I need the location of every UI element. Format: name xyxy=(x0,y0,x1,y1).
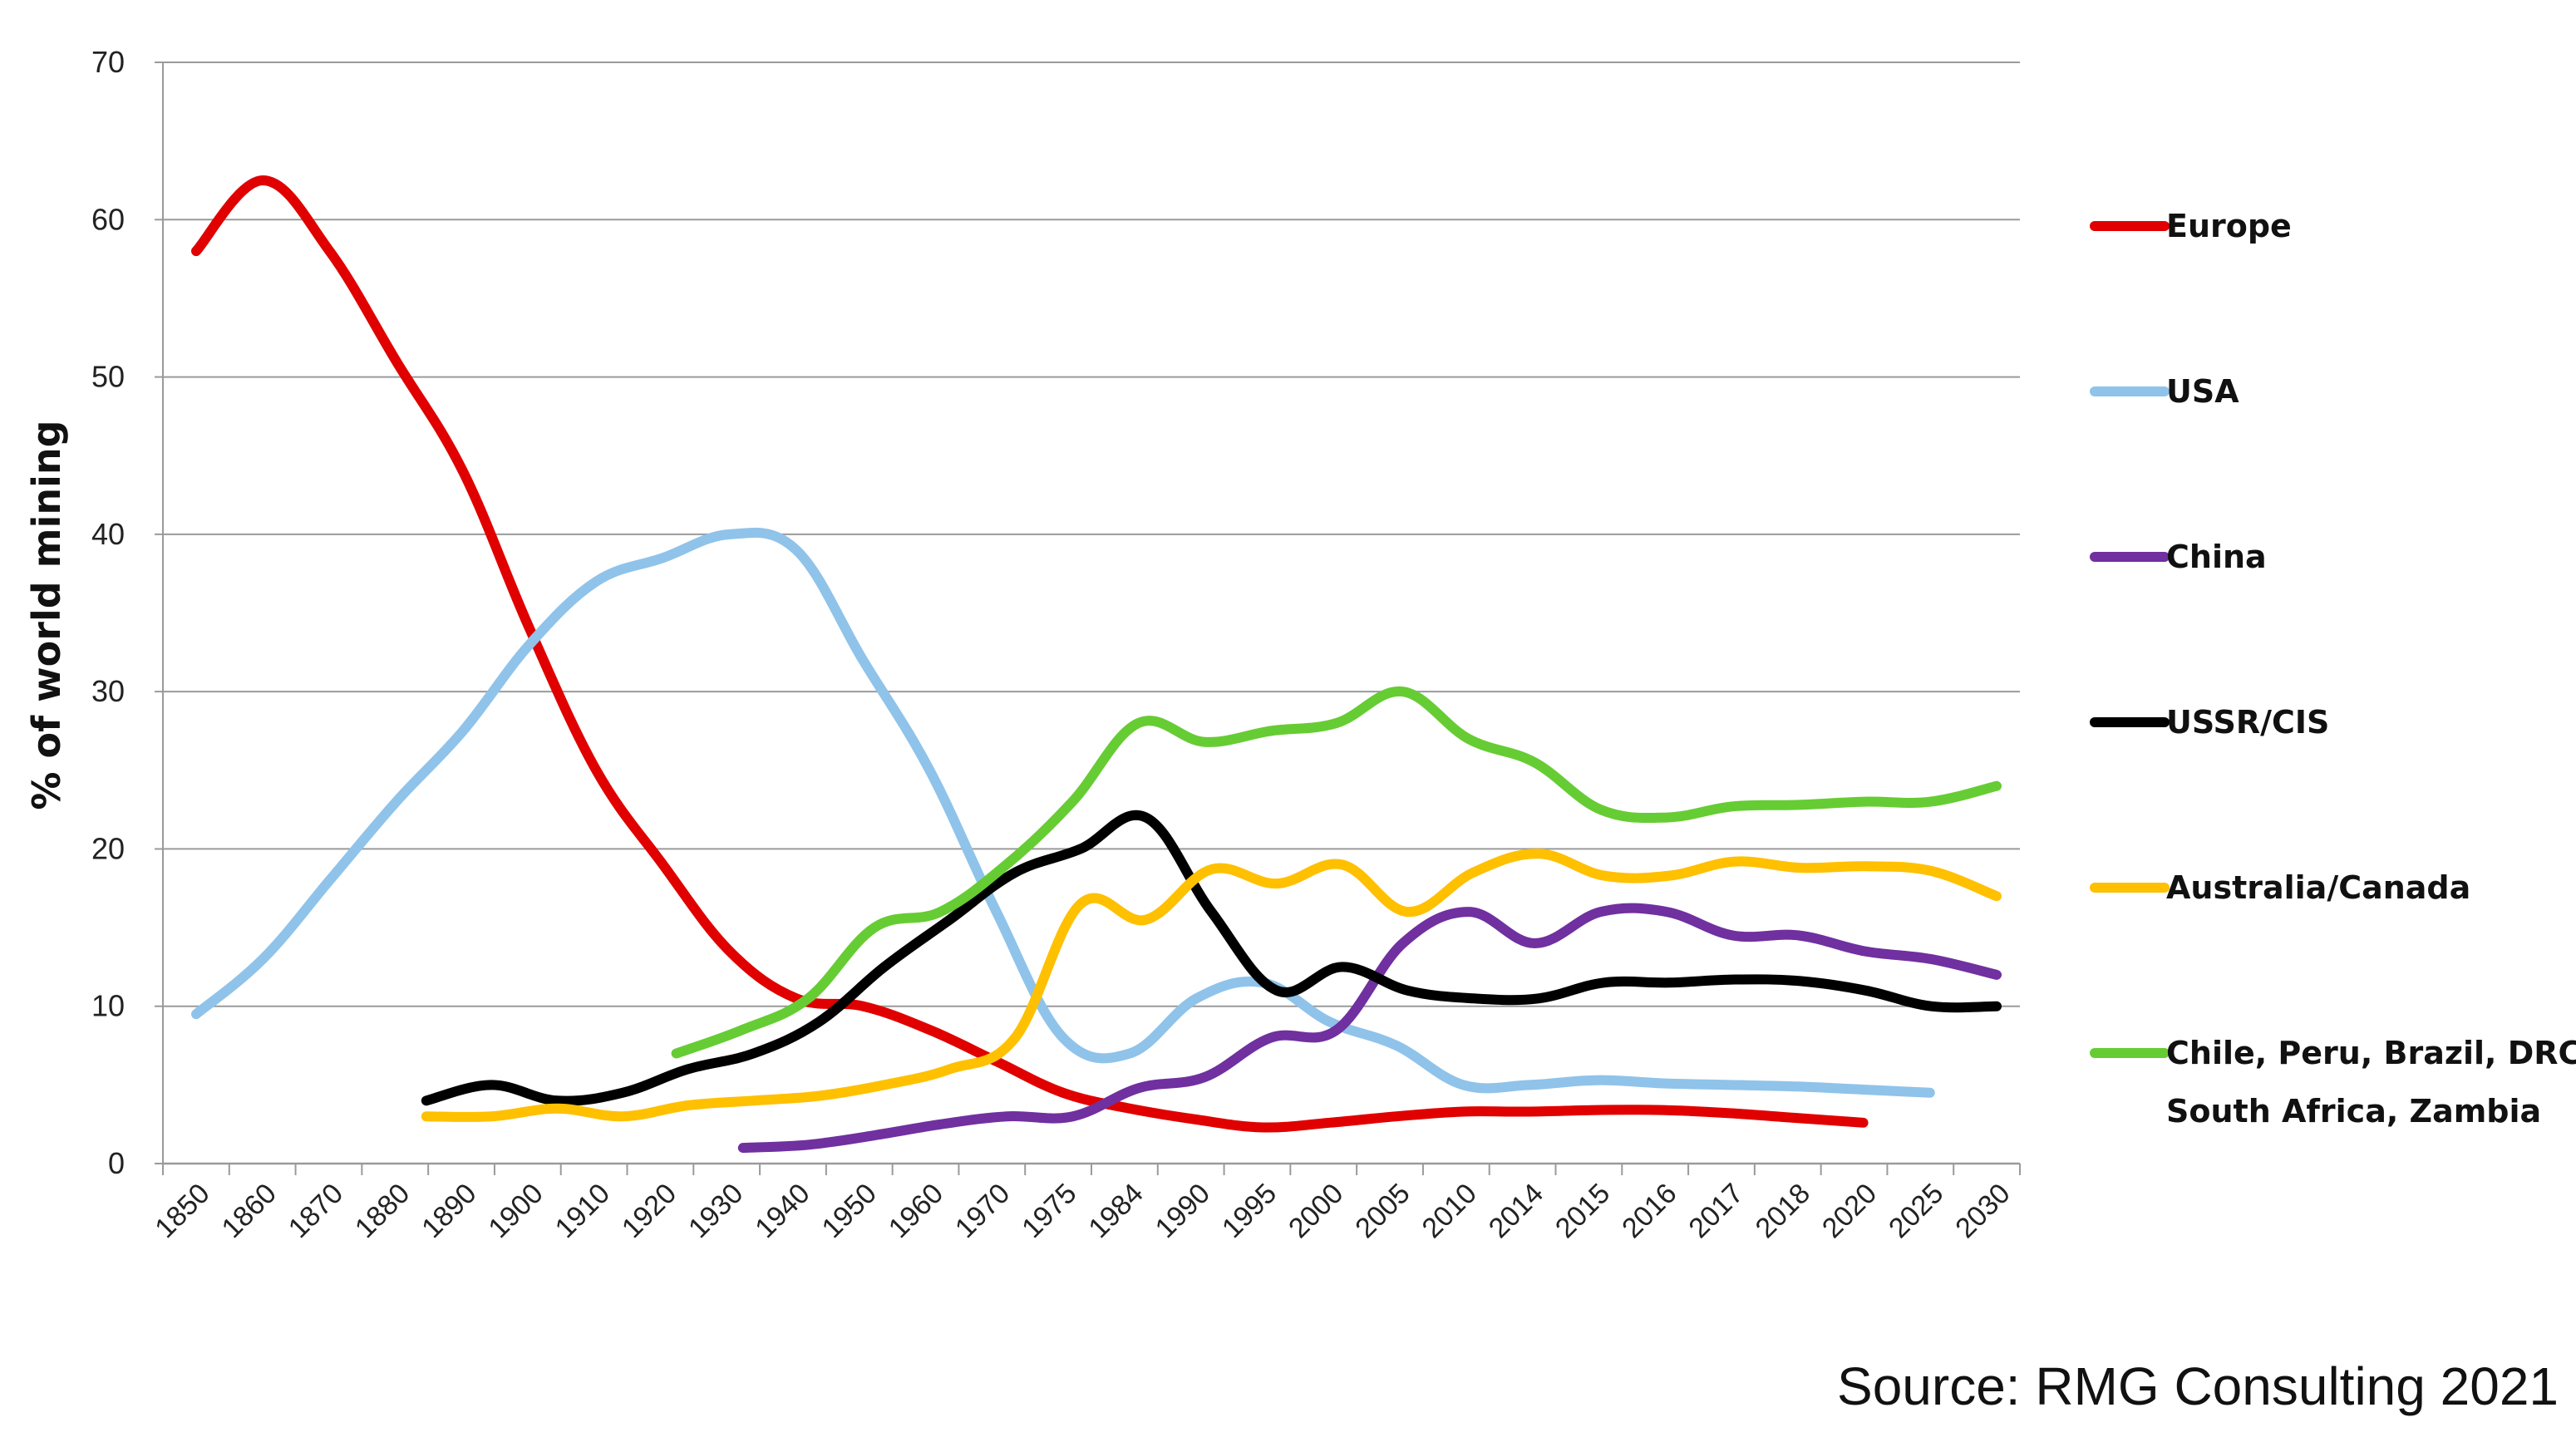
legend-label-ussr-cis: USSR/CIS xyxy=(2166,704,2329,741)
series-line-chile xyxy=(671,687,2002,1059)
x-tick-label: 1870 xyxy=(283,1178,349,1244)
x-tick-label: 2015 xyxy=(1549,1178,1616,1244)
x-tick-label: 2017 xyxy=(1682,1178,1749,1244)
x-tick-label: 1975 xyxy=(1016,1178,1082,1244)
series-line-europe xyxy=(191,175,1869,1133)
legend-label-chile: South Africa, Zambia xyxy=(2166,1093,2541,1129)
y-tick-label: 50 xyxy=(91,360,125,394)
legend-label-usa: USA xyxy=(2166,373,2239,410)
legend-label-china: China xyxy=(2166,539,2267,575)
grid-lines xyxy=(163,62,2020,1007)
legend-label-europe: Europe xyxy=(2166,208,2292,244)
x-tick-label: 1850 xyxy=(149,1178,215,1244)
series-lines xyxy=(191,175,2002,1154)
x-tick-label: 1910 xyxy=(549,1178,616,1244)
y-tick-label: 30 xyxy=(91,674,125,708)
x-tick-label: 1950 xyxy=(816,1178,883,1244)
x-tick-label: 2016 xyxy=(1616,1178,1682,1244)
x-tick-label: 1880 xyxy=(349,1178,416,1244)
x-tick-label: 2030 xyxy=(1949,1178,2016,1244)
source-note: Source: RMG Consulting 2021 xyxy=(1837,1356,2559,1416)
y-tick-label: 0 xyxy=(108,1146,125,1180)
x-tick-label: 2020 xyxy=(1816,1178,1883,1244)
series-line-ussr-cis xyxy=(421,810,2002,1106)
x-tick-label: 1984 xyxy=(1082,1178,1149,1244)
legend: Europe USA China USSR/CIS Australia/Canada Ch… xyxy=(2090,208,2576,1129)
axes xyxy=(155,62,2021,1175)
x-tick-label: 2025 xyxy=(1883,1178,1949,1244)
x-tick-label: 1995 xyxy=(1216,1178,1283,1244)
x-tick-label: 2000 xyxy=(1283,1178,1349,1244)
y-tick-labels: 0 10 20 30 40 50 60 70 xyxy=(91,45,125,1180)
x-tick-label: 1860 xyxy=(216,1178,283,1244)
x-tick-label: 1890 xyxy=(416,1178,482,1244)
legend-label-australia-canada: Australia/Canada xyxy=(2166,869,2470,906)
series-line-usa xyxy=(191,527,1935,1098)
x-tick-label: 1940 xyxy=(749,1178,815,1244)
x-tick-label: 1970 xyxy=(949,1178,1016,1244)
y-tick-label: 70 xyxy=(91,45,125,79)
x-tick-label: 1930 xyxy=(682,1178,749,1244)
x-tick-label: 1920 xyxy=(616,1178,682,1244)
y-tick-label: 60 xyxy=(91,202,125,236)
y-axis-label: % of world mining xyxy=(24,420,69,810)
x-tick-label: 2014 xyxy=(1483,1178,1549,1244)
x-tick-label: 2018 xyxy=(1750,1178,1816,1244)
y-tick-label: 20 xyxy=(91,831,125,865)
y-tick-label: 10 xyxy=(91,989,125,1023)
x-tick-label: 1960 xyxy=(883,1178,949,1244)
series-line-australia-canada xyxy=(421,849,2002,1122)
x-tick-labels: 1850 1860 1870 1880 1890 1900 1910 1920 1930 1940… xyxy=(149,1178,2016,1244)
legend-label-chile: Chile, Peru, Brazil, DRC, xyxy=(2166,1035,2576,1071)
x-tick-label: 1900 xyxy=(482,1178,549,1244)
x-tick-label: 2005 xyxy=(1349,1178,1416,1244)
x-tick-label: 2010 xyxy=(1416,1178,1483,1244)
y-tick-label: 40 xyxy=(91,517,125,551)
x-tick-label: 1990 xyxy=(1150,1178,1216,1244)
